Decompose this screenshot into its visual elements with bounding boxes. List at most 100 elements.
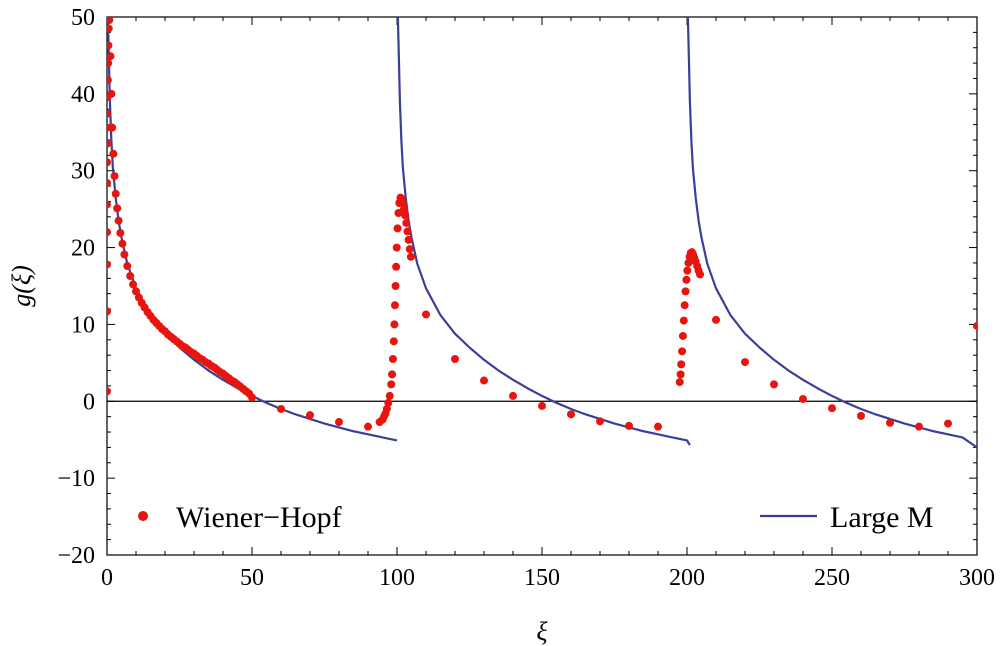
wiener-hopf-point [107, 17, 114, 25]
x-tick-label: 150 [524, 565, 560, 591]
wiener-hopf-point [405, 245, 414, 254]
y-tick-label: 0 [83, 389, 95, 415]
wiener-hopf-point [567, 410, 575, 419]
wiener-hopf-point [382, 404, 391, 413]
wiener-hopf-point [335, 418, 343, 427]
wiener-hopf-point [741, 358, 749, 367]
y-tick-label: 20 [71, 236, 95, 262]
y-tick-label: 40 [71, 82, 95, 108]
wiener-hopf-point [681, 287, 690, 296]
wiener-hopf-point [402, 218, 411, 227]
wiener-hopf-point [107, 260, 111, 269]
wiener-hopf-point [596, 417, 604, 426]
wiener-hopf-point [389, 337, 398, 346]
wiener-hopf-point [123, 262, 132, 271]
large-m-curve-segment-1 [107, 17, 398, 442]
wiener-hopf-point [107, 200, 111, 209]
wiener-hopf-point [107, 89, 116, 98]
large-m-curve-segment-2 [396, 17, 691, 446]
axis-ticks [106, 16, 978, 556]
wiener-hopf-point [113, 204, 122, 213]
wiener-hopf-point [109, 149, 118, 158]
wiener-hopf-point [404, 235, 413, 244]
wiener-hopf-point [683, 266, 692, 275]
wiener-hopf-point [388, 370, 397, 379]
wiener-hopf-series [107, 17, 977, 431]
wiener-hopf-point [390, 320, 399, 329]
axis-tick-labels: 0 50 100 150 200 250 300 −20 −10 0 10 20 30 40 50 [57, 5, 995, 591]
wiener-hopf-point [116, 228, 125, 237]
wiener-hopf-point [682, 275, 691, 284]
wiener-hopf-point [107, 307, 111, 316]
wiener-hopf-point [392, 243, 401, 252]
y-axis-title: g(ξ) [7, 265, 36, 306]
legend-wiener-hopf-label: Wiener−Hopf [176, 501, 342, 534]
y-tick-label: 50 [71, 5, 95, 31]
wiener-hopf-point [111, 189, 120, 198]
wiener-hopf-point [676, 370, 685, 379]
wiener-hopf-point [678, 331, 687, 340]
wiener-hopf-point [388, 355, 397, 364]
wiener-hopf-point [129, 280, 138, 289]
wiener-hopf-point [390, 301, 399, 310]
y-tick-label: −20 [57, 543, 95, 569]
wiener-hopf-point [107, 59, 113, 68]
wiener-hopf-point [118, 239, 127, 248]
wiener-hopf-point [678, 347, 687, 356]
wiener-hopf-point [480, 376, 488, 385]
x-axis-title: ξ [536, 617, 548, 646]
y-tick-label: −10 [57, 466, 95, 492]
wiener-hopf-point [422, 310, 430, 319]
wiener-hopf-point [654, 422, 662, 431]
wiener-hopf-point [393, 224, 402, 233]
wiener-hopf-point [385, 391, 394, 400]
wiener-hopf-point [107, 76, 112, 85]
wiener-hopf-point [886, 418, 894, 427]
wiener-hopf-point [973, 321, 977, 330]
wiener-hopf-point [384, 398, 393, 407]
wiener-hopf-point [406, 252, 415, 261]
wiener-hopf-point [120, 250, 129, 259]
x-tick-label: 100 [379, 565, 415, 591]
wiener-hopf-point [451, 355, 459, 364]
x-tick-label: 250 [814, 565, 850, 591]
wiener-hopf-point [399, 205, 408, 214]
wiener-hopf-point [107, 179, 111, 188]
wiener-hopf-point [107, 52, 115, 61]
legend: Wiener−Hopf Large M [138, 501, 934, 534]
wiener-hopf-point [684, 258, 693, 267]
legend-large-m-label: Large M [830, 501, 934, 534]
wiener-hopf-point [398, 198, 407, 207]
x-tick-label: 300 [959, 565, 995, 591]
x-tick-label: 50 [240, 565, 264, 591]
wiener-hopf-point [306, 411, 314, 420]
wiener-hopf-point [799, 394, 807, 403]
wiener-hopf-point [828, 404, 836, 413]
wiener-hopf-point [696, 270, 705, 279]
legend-wiener-hopf-marker [138, 511, 148, 521]
wiener-hopf-point [110, 172, 119, 181]
wiener-hopf-point [132, 287, 140, 296]
wiener-hopf-point [107, 158, 111, 167]
wiener-hopf-point [509, 391, 517, 400]
wiener-hopf-point [387, 380, 396, 389]
wiener-hopf-point [248, 393, 256, 402]
large-m-curve-segment-3 [686, 17, 977, 449]
wiener-hopf-point [944, 419, 952, 428]
wiener-hopf-point [675, 378, 684, 387]
wiener-hopf-point [392, 262, 401, 271]
wiener-hopf-point [677, 360, 686, 369]
wiener-hopf-point [107, 387, 111, 396]
wiener-hopf-point [679, 316, 688, 325]
wiener-hopf-point [114, 216, 123, 225]
wiener-hopf-point [107, 139, 111, 148]
wiener-hopf-point [391, 282, 400, 290]
large-m-series [107, 17, 977, 449]
wiener-hopf-point [401, 211, 410, 220]
wiener-hopf-point [107, 109, 111, 118]
wiener-hopf-point [712, 315, 720, 324]
wiener-hopf-point [107, 41, 113, 50]
wiener-hopf-point [857, 411, 865, 420]
y-tick-label: 30 [71, 159, 95, 185]
